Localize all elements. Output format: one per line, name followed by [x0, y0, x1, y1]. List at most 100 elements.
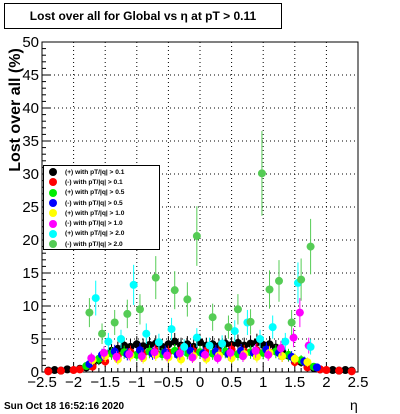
x-tick-label: −1.5	[90, 374, 120, 391]
y-axis-label: Lost over all (%)	[7, 48, 24, 172]
x-tick-label: −1	[128, 374, 145, 391]
data-point	[154, 338, 163, 347]
legend-label: (+) with pT/|q| > 0.5	[65, 189, 125, 197]
legend-marker-icon	[49, 178, 57, 187]
data-point	[213, 354, 222, 363]
x-tick-label: −2.5	[27, 374, 57, 391]
data-point	[226, 348, 235, 357]
legend-marker-icon	[49, 240, 57, 249]
legend-marker-icon	[49, 209, 57, 218]
x-tick-label: 0	[196, 374, 204, 391]
y-tick-label: 45	[22, 67, 39, 84]
legend-entry: (-) with pT/|q| > 0.1	[44, 177, 159, 187]
data-point	[132, 340, 141, 349]
data-point	[238, 352, 247, 361]
x-tick-label: 1	[259, 374, 267, 391]
legend-marker-icon	[49, 199, 57, 208]
data-point	[50, 366, 59, 375]
x-tick-label: −2	[65, 374, 82, 391]
x-tick-label: 0.5	[221, 374, 242, 391]
data-point	[281, 337, 290, 346]
data-point	[125, 350, 134, 359]
data-point	[306, 242, 315, 251]
legend-entry: (+) with pT/|q| > 2.0	[44, 229, 159, 239]
data-point	[137, 352, 146, 361]
x-tick-label: 1.5	[284, 374, 305, 391]
data-point	[44, 367, 53, 376]
data-point	[341, 366, 350, 375]
data-point	[150, 348, 159, 357]
data-point	[164, 340, 173, 349]
y-tick-label: 20	[22, 232, 39, 249]
data-point	[322, 366, 331, 375]
y-tick-label: 5	[31, 331, 39, 348]
data-point	[99, 348, 108, 357]
data-points	[44, 130, 356, 376]
legend-entry: (-) with pT/|q| > 0.5	[44, 198, 159, 208]
x-tick-label: 2	[322, 374, 330, 391]
legend-entry: (+) with pT/|q| > 0.5	[44, 188, 159, 198]
data-point	[257, 169, 266, 178]
data-point	[306, 342, 315, 351]
legend-marker-icon	[49, 188, 57, 197]
legend-entry: (-) with pT/|q| > 2.0	[44, 239, 159, 249]
legend-label: (-) with pT/|q| > 1.0	[65, 220, 123, 228]
data-point	[192, 232, 201, 241]
x-axis-label: η	[350, 397, 358, 413]
y-tick-label: 35	[22, 133, 39, 150]
data-point	[230, 327, 239, 336]
data-point	[170, 337, 179, 346]
data-point	[278, 352, 287, 361]
data-point	[268, 323, 277, 332]
data-point	[303, 358, 312, 367]
y-tick-label: 50	[22, 34, 39, 51]
data-point	[233, 338, 242, 347]
data-point	[69, 366, 78, 375]
data-point	[276, 344, 285, 353]
data-point	[183, 295, 192, 304]
legend-label: (+) with pT/|q| > 1.0	[65, 209, 125, 217]
data-point	[246, 339, 255, 348]
data-point	[347, 367, 356, 376]
data-point	[312, 363, 321, 372]
y-tick-label: 15	[22, 265, 39, 282]
data-point	[123, 309, 132, 318]
data-point	[252, 352, 261, 361]
data-point	[129, 280, 138, 289]
data-point	[295, 308, 304, 317]
data-point	[256, 335, 265, 343]
data-point	[290, 354, 299, 363]
data-point	[251, 346, 260, 355]
y-tick-label: 40	[22, 100, 39, 117]
legend-entry: (+) with pT/|q| > 1.0	[44, 208, 159, 218]
data-point	[167, 325, 176, 334]
data-point	[287, 318, 296, 327]
data-point	[246, 317, 255, 326]
data-point	[205, 341, 214, 350]
data-point	[135, 305, 144, 314]
data-point	[275, 276, 283, 285]
legend-marker-icon	[49, 168, 57, 177]
data-point	[233, 305, 242, 314]
data-point	[175, 349, 184, 358]
tick-labels: −2.5 −2 −1.5 −1 −0.5 0 0.5 1 1.5 2 2.5 0 5 10 15 20 25 30…	[22, 34, 368, 391]
data-point	[335, 366, 344, 375]
data-point	[87, 354, 96, 363]
data-point	[328, 366, 337, 375]
legend-label: (-) with pT/|q| > 0.1	[65, 178, 123, 186]
legend-label: (+) with pT/|q| > 0.1	[65, 168, 125, 176]
x-tick-label: −0.5	[154, 374, 184, 391]
data-point	[75, 365, 84, 374]
data-point	[264, 350, 273, 359]
data-point	[201, 350, 210, 359]
data-point	[218, 339, 227, 348]
legend-entry: (-) with pT/|q| > 1.0	[44, 218, 159, 228]
data-point	[63, 365, 72, 374]
chart-title: Lost over all for Global vs η at pT > 0.…	[4, 3, 282, 29]
data-point	[104, 337, 113, 346]
data-point	[224, 323, 233, 332]
timestamp: Sun Oct 18 16:52:16 2020	[4, 401, 125, 412]
data-point	[142, 329, 151, 338]
legend-label: (-) with pT/|q| > 0.5	[65, 199, 123, 207]
